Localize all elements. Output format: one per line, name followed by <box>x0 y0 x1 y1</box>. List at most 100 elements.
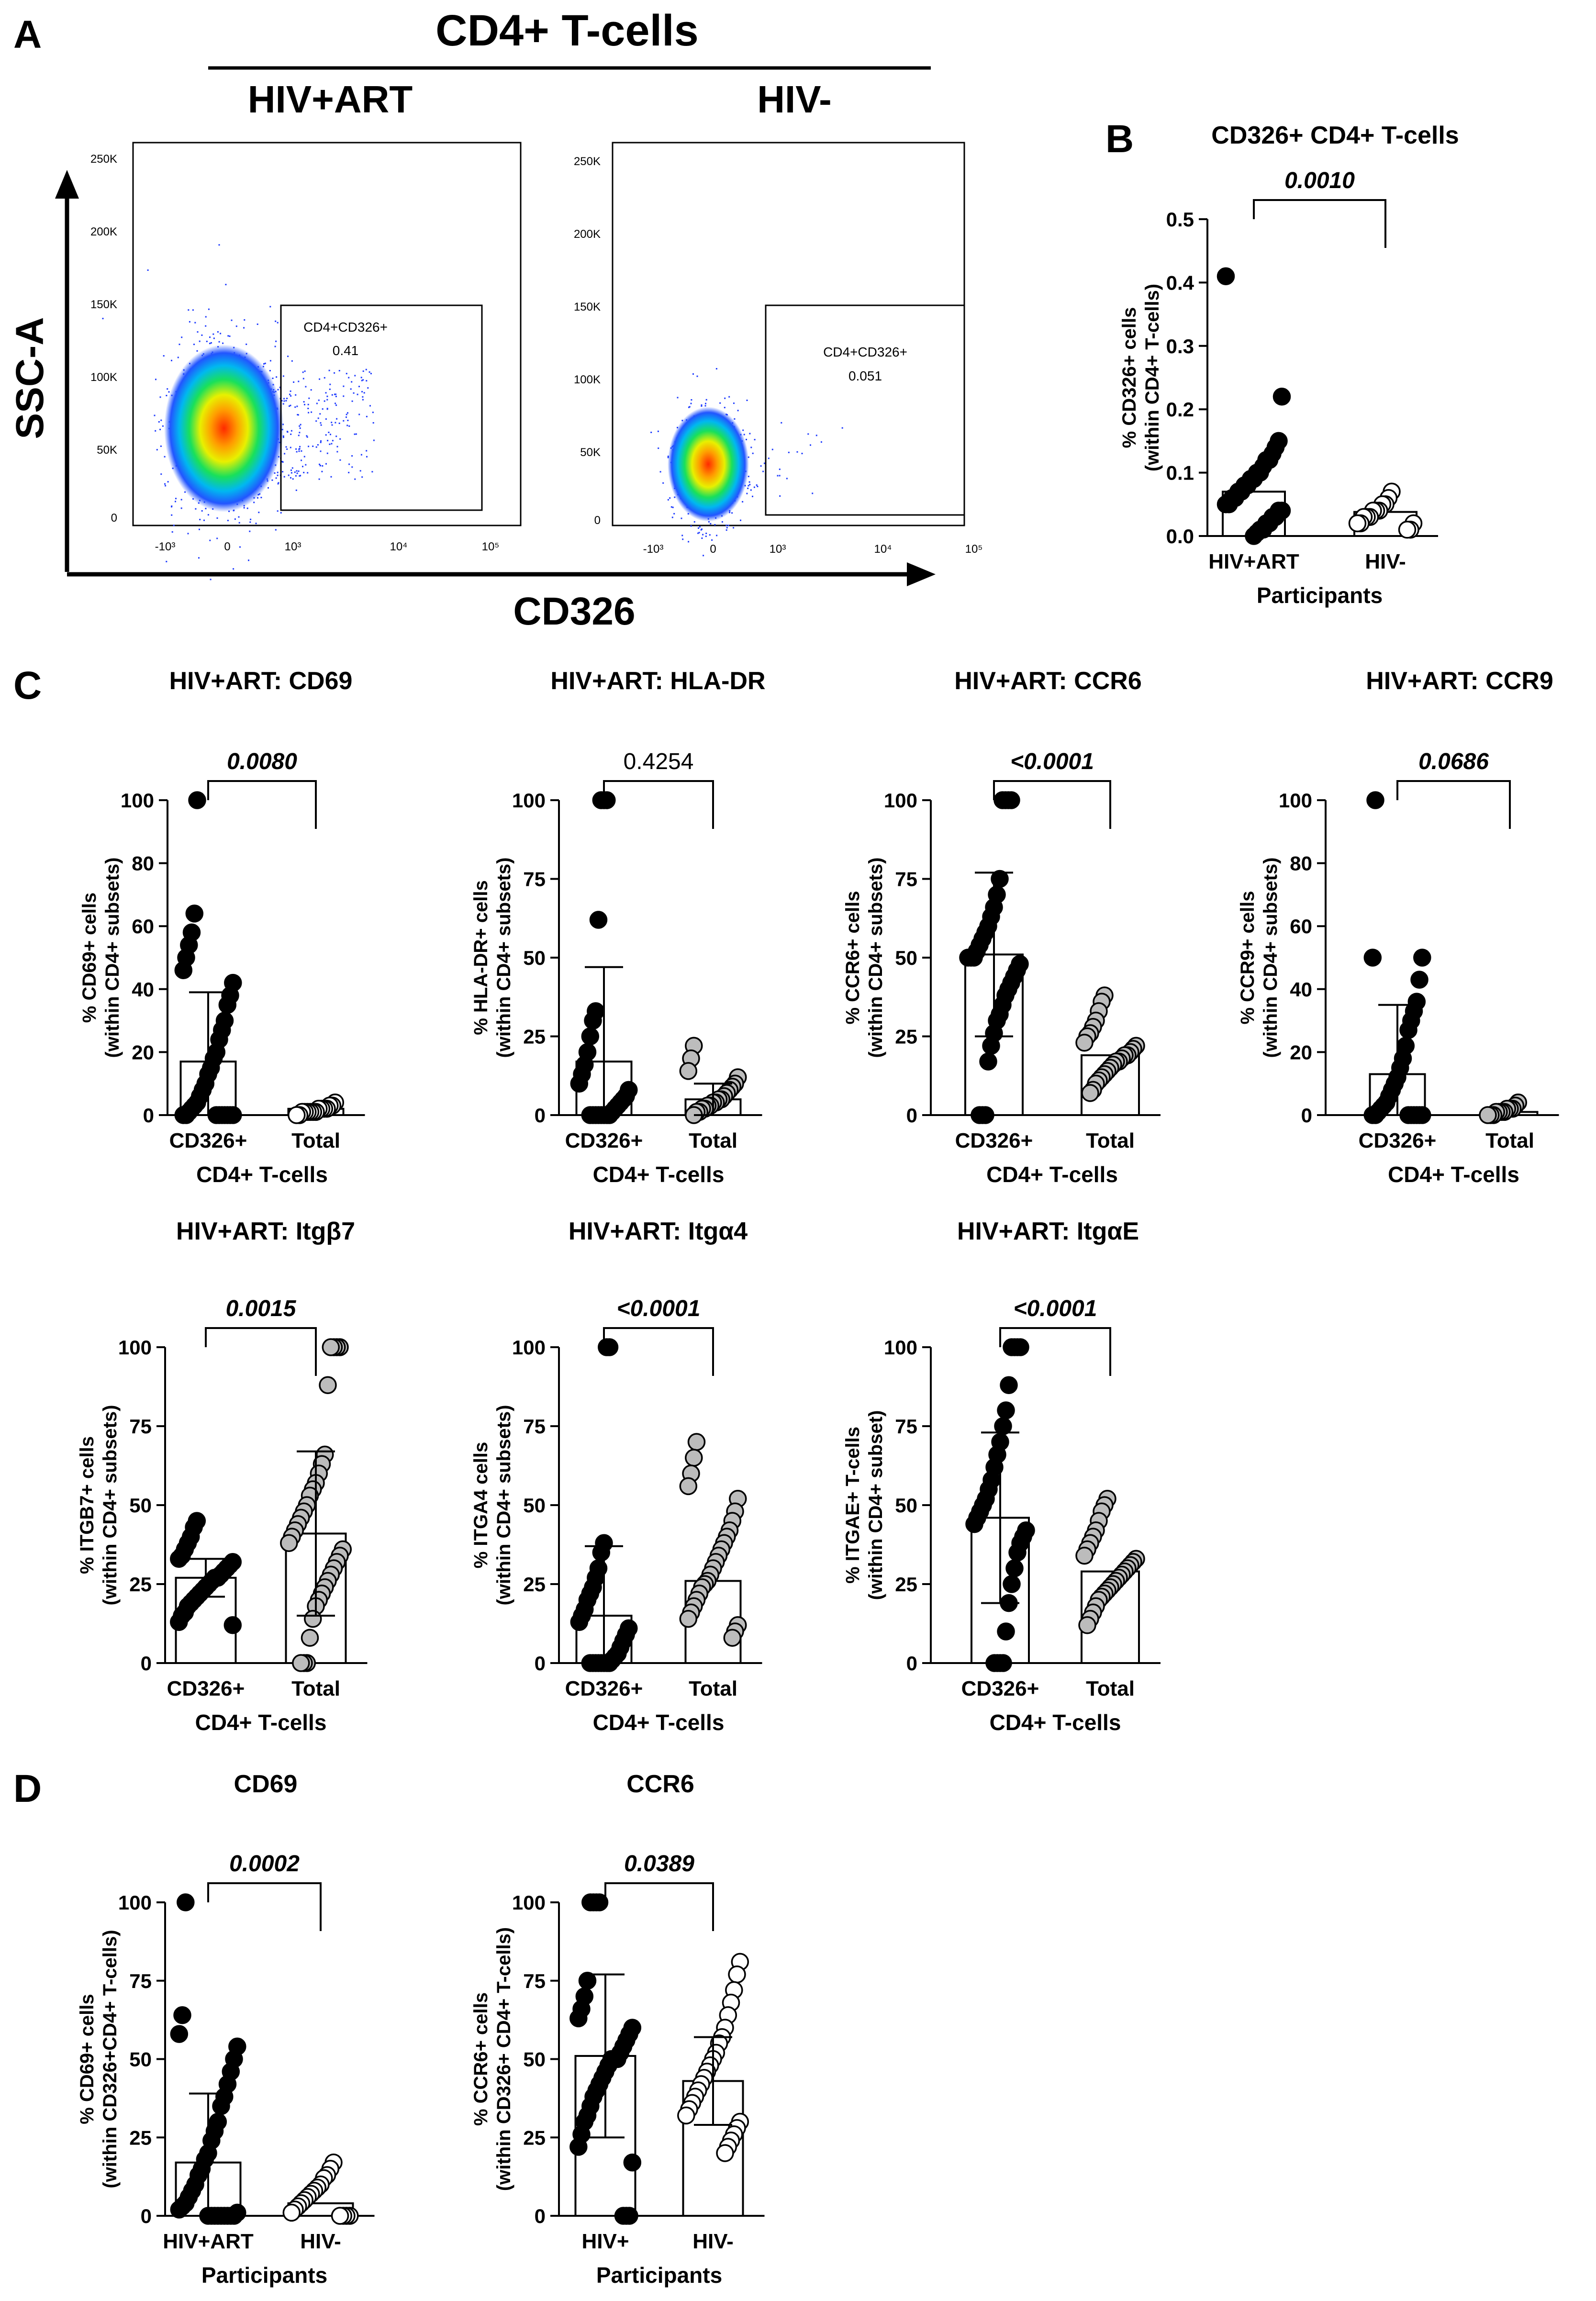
y-axis-label: % CD326+ cells (within CD4+ T-cells) <box>1119 284 1163 471</box>
event-dot <box>227 520 229 522</box>
event-dot <box>327 440 329 442</box>
event-dot <box>196 350 198 352</box>
data-point <box>292 1654 310 1672</box>
event-dot <box>347 420 349 421</box>
event-dot <box>286 398 288 399</box>
event-dot <box>225 284 227 286</box>
category-label: CD326+ <box>565 1677 643 1700</box>
event-dot <box>348 425 350 427</box>
event-dot <box>362 396 364 398</box>
event-dot <box>360 454 362 456</box>
event-dot <box>354 433 356 435</box>
category-label: Total <box>1086 1677 1135 1700</box>
event-dot <box>282 403 284 405</box>
data-point <box>174 961 193 980</box>
event-dot <box>281 461 283 462</box>
event-dot <box>257 497 258 499</box>
data-point <box>679 1609 698 1628</box>
event-dot <box>796 451 798 453</box>
event-dot <box>353 392 355 394</box>
data-point <box>570 1613 589 1631</box>
event-dot <box>304 403 305 405</box>
event-dot <box>233 568 234 570</box>
y-tick-label: 0 <box>1301 1104 1312 1127</box>
data-point <box>570 1074 589 1093</box>
event-dot <box>277 510 279 512</box>
event-dot <box>283 476 285 478</box>
event-dot <box>366 450 368 452</box>
category-label: CD326+ <box>961 1677 1039 1700</box>
event-dot <box>296 451 298 453</box>
y-tick-label: 0.2 <box>1166 398 1194 421</box>
event-dot <box>361 476 363 478</box>
event-dot <box>258 512 260 514</box>
event-dot <box>328 432 330 433</box>
event-dot <box>250 518 252 520</box>
event-dot <box>725 529 727 531</box>
event-dot <box>275 320 277 322</box>
y-tick-label: 75 <box>523 868 546 891</box>
data-point <box>716 2144 734 2162</box>
event-dot <box>243 507 245 509</box>
event-dot <box>306 436 308 438</box>
event-dot <box>300 475 301 477</box>
chart-itga4: HIV+ART: Itgα4 0 25 50 75 100 % ITGA4 cells (wi… <box>470 1218 762 1735</box>
event-dot <box>275 340 277 342</box>
event-dot <box>277 471 279 473</box>
event-dot <box>291 467 293 469</box>
event-dot <box>331 443 333 445</box>
event-dot <box>318 399 320 401</box>
event-dot <box>325 392 327 394</box>
event-dot <box>321 470 323 472</box>
event-dot <box>318 478 320 480</box>
event-dot <box>742 429 744 431</box>
event-dot <box>180 499 182 501</box>
event-dot <box>308 397 310 399</box>
event-dot <box>325 463 327 465</box>
event-dot <box>305 464 307 466</box>
x-axis-label: Participants <box>1257 583 1383 608</box>
event-dot <box>312 446 314 447</box>
event-dot <box>326 395 328 397</box>
event-dot <box>231 319 233 321</box>
event-dot <box>734 418 736 420</box>
event-dot <box>339 459 341 461</box>
x-tick: 10³ <box>770 543 786 556</box>
y-tick-label: 0.5 <box>1166 208 1194 231</box>
event-dot <box>203 519 205 521</box>
event-dot <box>372 412 374 413</box>
y-tick-label: 25 <box>895 1026 917 1048</box>
chart-cd69: HIV+ART: CD69 0 20 40 60 80 100 % CD69+ cells (w… <box>79 667 365 1187</box>
event-dot <box>285 446 287 448</box>
p-value: 0.0389 <box>624 1851 694 1877</box>
event-dot <box>786 478 788 480</box>
event-dot <box>220 333 222 335</box>
event-dot <box>160 473 162 475</box>
event-dot <box>206 340 208 342</box>
event-dot <box>274 346 276 347</box>
event-dot <box>724 397 726 399</box>
event-dot <box>164 483 166 485</box>
data-point <box>1075 1546 1094 1565</box>
data-point <box>614 2207 633 2225</box>
event-dot <box>779 469 781 470</box>
category-label: HIV- <box>1365 550 1406 573</box>
event-dot <box>336 418 338 420</box>
event-dot <box>249 521 251 523</box>
event-dot <box>218 244 220 246</box>
event-dot <box>339 438 341 440</box>
data-point <box>212 2097 230 2115</box>
event-dot <box>699 526 701 528</box>
gate-name-hivneg: CD4+CD326+ <box>823 345 907 359</box>
y-tick-label: 60 <box>1290 915 1312 938</box>
y-tick-label: 25 <box>895 1573 917 1596</box>
data-point <box>1078 1616 1096 1634</box>
event-dot <box>160 419 162 421</box>
data-point <box>223 1616 242 1634</box>
event-dot <box>299 427 301 429</box>
flow-plot-frame-hivneg <box>612 142 965 526</box>
y-tick-label: 0 <box>906 1104 917 1127</box>
event-dot <box>332 440 334 442</box>
event-dot <box>290 472 292 474</box>
event-dot <box>659 471 661 473</box>
